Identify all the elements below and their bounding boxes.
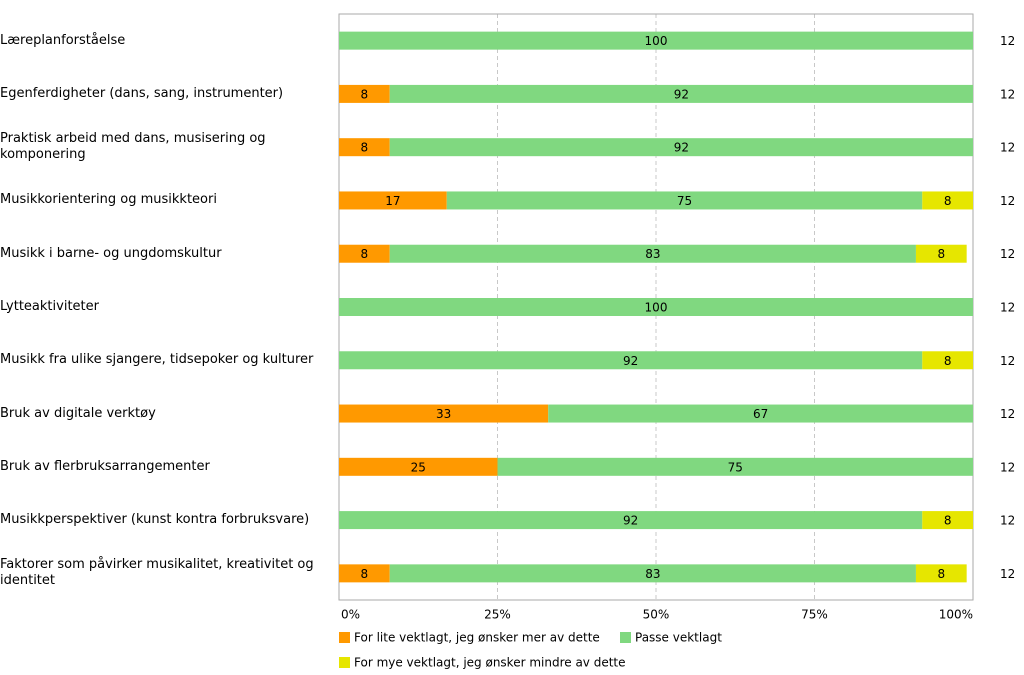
bar-segment: [339, 244, 390, 263]
category-label: Egenferdigheter (dans, sang, instrumente…: [0, 85, 284, 101]
data-label: 17: [385, 194, 400, 208]
data-label: 75: [728, 460, 743, 474]
legend-swatch: [339, 632, 350, 643]
data-label: 83: [645, 567, 660, 581]
count-label: 12: [1000, 34, 1015, 48]
legend-swatch: [620, 632, 631, 643]
bar-segment: [922, 351, 973, 370]
x-tick-label: 25%: [484, 608, 511, 622]
bar-segment: [339, 31, 973, 50]
legend-swatch: [339, 657, 350, 668]
data-label: 92: [623, 514, 638, 528]
data-label: 8: [361, 87, 369, 101]
data-label: 83: [645, 247, 660, 261]
bar-segment: [339, 298, 973, 316]
count-label: 12: [1000, 194, 1015, 208]
category-label: Bruk av flerbruksarrangementer: [0, 458, 210, 474]
data-label: 8: [937, 247, 945, 261]
count-label: 12: [1000, 460, 1015, 474]
x-tick-label: 0%: [341, 608, 360, 622]
bar-segment: [339, 564, 390, 583]
data-label: 8: [361, 567, 369, 581]
category-label: Lytteaktiviteter: [0, 299, 99, 314]
x-tick-label: 75%: [801, 608, 828, 622]
data-label: 75: [677, 194, 692, 208]
category-label: Faktorer som påvirker musikalitet, kreat…: [0, 557, 314, 589]
bar-segment: [339, 404, 549, 423]
count-label: 12: [1000, 567, 1015, 581]
data-label: 8: [937, 567, 945, 581]
category-label: Praktisk arbeid med dans, musisering og …: [0, 131, 266, 163]
bar-segment: [339, 191, 447, 210]
data-label: 33: [436, 407, 451, 421]
count-label: 12: [1000, 247, 1015, 261]
bar-segment: [446, 191, 923, 210]
data-label: 8: [944, 514, 952, 528]
bar-segment: [922, 511, 973, 530]
bar-segment: [389, 564, 916, 583]
count-label: 12: [1000, 354, 1015, 368]
count-label: 12: [1000, 514, 1015, 528]
data-label: 100: [645, 301, 668, 315]
count-label: 12: [1000, 141, 1015, 155]
data-label: 92: [674, 87, 689, 101]
data-label: 8: [944, 194, 952, 208]
count-label: 12: [1000, 87, 1015, 101]
bar-segment: [339, 351, 923, 370]
bar-segment: [915, 244, 967, 263]
data-label: 8: [361, 141, 369, 155]
bar-segment: [915, 564, 967, 583]
category-label: Musikk fra ulike sjangere, tidsepoker og…: [0, 352, 314, 368]
category-label: Læreplanforståelse: [0, 32, 126, 48]
category-label: Musikkperspektiver (kunst kontra forbruk…: [0, 512, 310, 528]
bar-segment: [497, 457, 973, 476]
data-label: 8: [361, 247, 369, 261]
data-label: 25: [411, 460, 426, 474]
bar-segment: [389, 84, 974, 103]
bar-segment: [389, 244, 916, 263]
category-label: Musikkorientering og musikkteori: [0, 192, 217, 208]
x-tick-label: 100%: [939, 608, 973, 622]
count-label: 12: [1000, 407, 1015, 421]
bar-segment: [548, 404, 973, 423]
data-label: 67: [753, 407, 768, 421]
legend-label: Passe vektlagt: [635, 631, 722, 645]
count-label: 12: [1000, 301, 1015, 315]
data-label: 8: [944, 354, 952, 368]
category-label: Musikk i barne- og ungdomskultur: [0, 245, 222, 261]
x-tick-label: 50%: [643, 608, 670, 622]
category-label: Bruk av digitale verktøy: [0, 405, 156, 421]
bar-segment: [339, 511, 923, 530]
bar-segment: [339, 138, 390, 157]
legend-label: For lite vektlagt, jeg ønsker mer av det…: [354, 631, 600, 645]
legend-label: For mye vektlagt, jeg ønsker mindre av d…: [354, 656, 626, 670]
data-label: 92: [674, 141, 689, 155]
bar-segment: [922, 191, 973, 210]
data-label: 92: [623, 354, 638, 368]
bar-segment: [389, 138, 974, 157]
bar-segment: [339, 84, 390, 103]
data-label: 100: [645, 34, 668, 48]
bar-segment: [339, 457, 498, 476]
